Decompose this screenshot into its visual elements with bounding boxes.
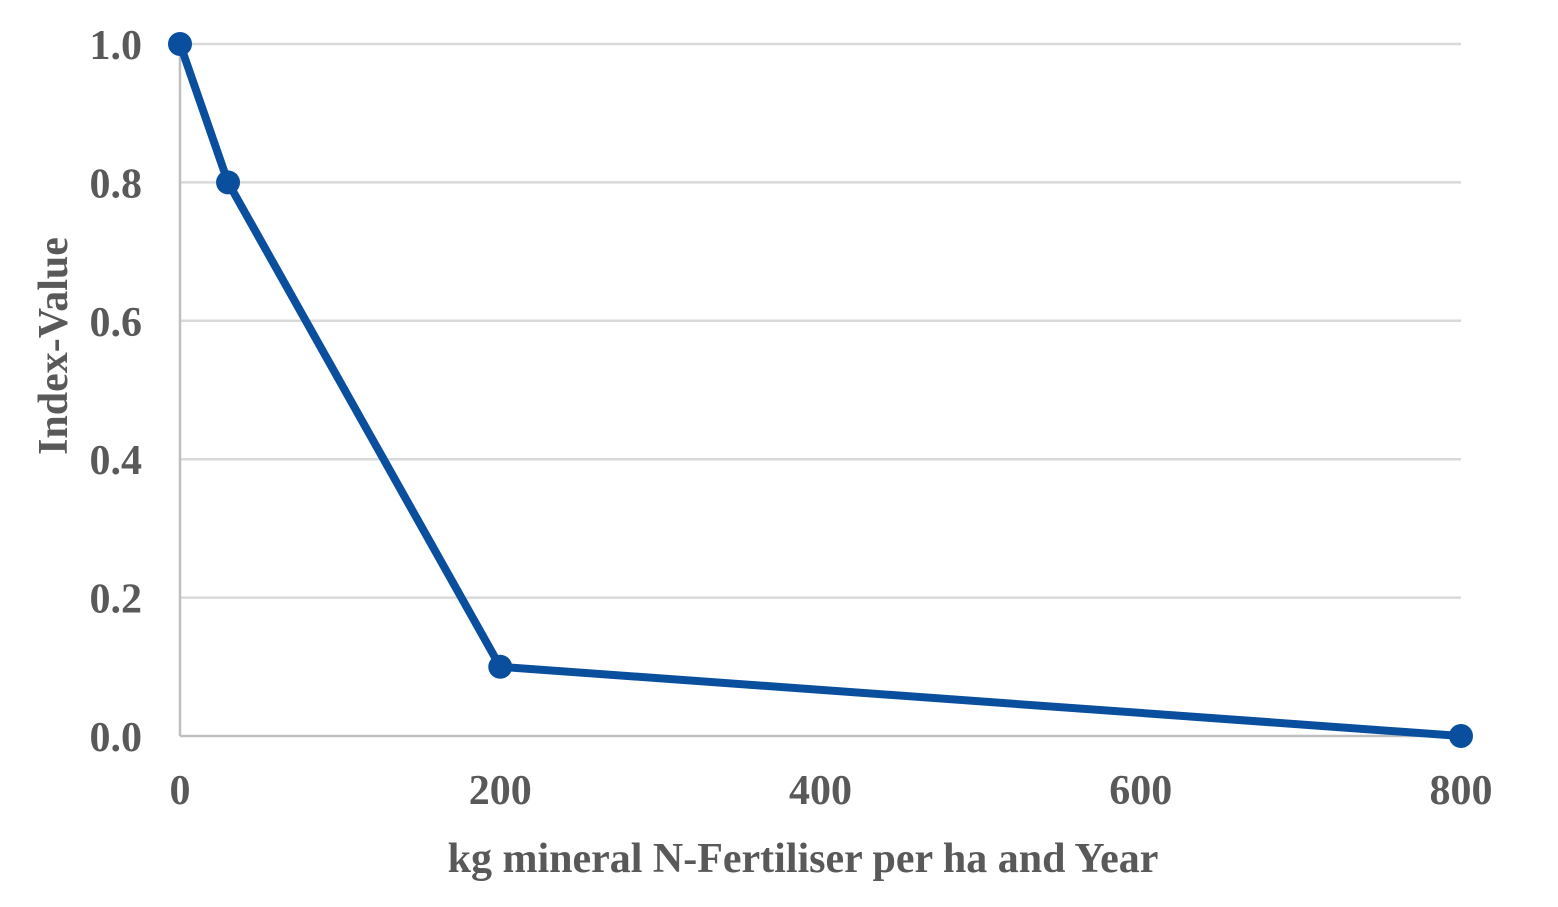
data-point xyxy=(168,32,192,56)
series-layer xyxy=(168,32,1473,748)
x-tick-label: 600 xyxy=(1109,768,1172,814)
axes xyxy=(178,44,1461,738)
y-tick-label: 0.2 xyxy=(90,577,143,623)
x-tick-label: 200 xyxy=(469,768,532,814)
y-tick-label: 0.8 xyxy=(90,161,143,207)
y-tick-label: 1.0 xyxy=(90,23,143,69)
x-tick-label: 400 xyxy=(789,768,852,814)
y-tick-label: 0.6 xyxy=(90,300,143,346)
y-axis-title: Index-Value xyxy=(31,237,77,455)
data-point xyxy=(488,654,513,679)
gridlines xyxy=(180,42,1461,599)
y-tick-label: 0.0 xyxy=(90,715,143,761)
y-tick-label: 0.4 xyxy=(90,438,143,484)
x-tick-label: 0 xyxy=(170,768,191,814)
data-point xyxy=(1449,724,1473,748)
x-axis-title: kg mineral N-Fertiliser per ha and Year xyxy=(448,836,1159,882)
data-point xyxy=(216,170,241,195)
tick-labels: 0.0 0.2 0.4 0.6 0.8 1.0 0 200 400 600 800 xyxy=(90,23,1493,814)
x-tick-label: 800 xyxy=(1430,768,1493,814)
series-line-0 xyxy=(176,40,1465,740)
